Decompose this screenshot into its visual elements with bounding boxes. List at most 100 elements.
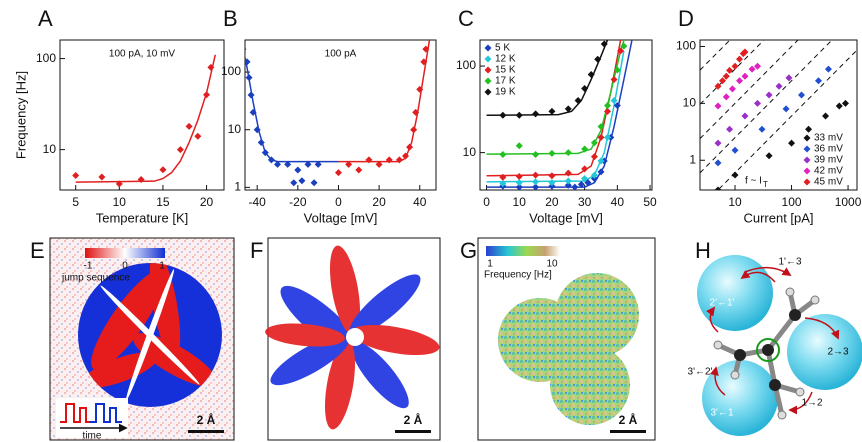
data-point — [775, 82, 783, 90]
data-point — [72, 171, 80, 179]
data-point — [420, 58, 428, 66]
y-axis-label: Frequency [Hz] — [13, 71, 28, 159]
data-point — [355, 166, 363, 174]
legend-marker — [484, 77, 492, 85]
data-point — [412, 108, 420, 116]
data-point — [714, 159, 722, 167]
data-point — [290, 179, 298, 187]
data-point — [731, 171, 739, 179]
data-point — [532, 171, 540, 179]
data-point — [765, 152, 773, 160]
plot-frame — [699, 39, 858, 191]
data-point — [304, 160, 312, 168]
data-point — [590, 171, 598, 179]
simulation — [265, 245, 440, 430]
x-tick-label: 50 — [643, 195, 657, 209]
data-point — [581, 175, 589, 183]
data-point — [597, 123, 605, 131]
x-tick-label: 10 — [728, 195, 742, 209]
y-tick-label: 10 — [683, 96, 697, 110]
data-point — [788, 139, 796, 147]
chart-panel: C 10 100 0 10 20 30 40 50 Voltage [mV] 5 K12 K15 K… — [456, 6, 657, 226]
y-tick-label: 100 — [676, 39, 696, 53]
data-point — [574, 97, 582, 105]
annotation: 100 pA — [325, 49, 357, 60]
x-tick-label: 40 — [413, 195, 427, 209]
data-point — [375, 160, 383, 168]
x-tick-label: 40 — [611, 195, 625, 209]
data-point — [245, 74, 253, 82]
x-tick-label: 100 — [782, 195, 802, 209]
data-point — [548, 172, 556, 180]
x-tick-label: 15 — [156, 195, 170, 209]
fit-line — [75, 54, 217, 183]
x-tick-label: 20 — [200, 195, 214, 209]
inset-trace — [90, 403, 122, 423]
data-point — [604, 102, 612, 110]
data-point — [736, 55, 744, 63]
data-point — [604, 107, 612, 115]
data-point — [564, 181, 572, 189]
sphere — [787, 314, 862, 390]
y-tick-label: 10 — [463, 145, 477, 159]
x-tick-label: 5 — [72, 195, 79, 209]
data-point — [532, 151, 540, 159]
data-point — [714, 139, 722, 147]
y-tick-label: 100 — [36, 51, 56, 65]
data-point — [731, 146, 739, 154]
chart-panel: B 1 10 100 -40 -20 0 20 40 Voltage [mV] 100 pA — [221, 6, 437, 225]
data-point — [815, 77, 823, 85]
data-point — [758, 125, 766, 133]
x-tick-label: 20 — [545, 195, 559, 209]
data-point — [499, 151, 507, 159]
data-point — [581, 165, 589, 173]
data-point — [395, 156, 403, 164]
legend-label: 39 mV — [814, 155, 843, 166]
transition-label: 3'←1 — [710, 408, 733, 419]
data-point — [597, 157, 605, 165]
data-point — [581, 145, 589, 153]
data-point — [782, 105, 790, 113]
colorbar-tick: 10 — [546, 259, 558, 270]
fit-line — [486, 40, 633, 188]
data-point — [610, 75, 618, 83]
data-point — [726, 125, 734, 133]
data-point — [532, 183, 540, 190]
scale-bar — [188, 430, 224, 433]
data-point — [736, 77, 744, 85]
data-point — [577, 180, 585, 188]
data-point — [597, 168, 605, 176]
y-tick-label: 10 — [228, 122, 242, 136]
data-point — [754, 99, 762, 107]
data-point — [741, 72, 749, 80]
scale-bar — [610, 430, 646, 433]
data-point — [590, 153, 598, 161]
x-tick-label: 0 — [483, 195, 490, 209]
data-point — [722, 72, 730, 80]
data-point — [515, 183, 523, 190]
data-point — [797, 91, 805, 99]
data-point — [597, 133, 605, 141]
data-point — [604, 133, 612, 141]
legend-label: 15 K — [495, 65, 516, 76]
y-tick-label: 100 — [221, 64, 241, 78]
transition-arrows — [706, 266, 840, 415]
data-point — [754, 62, 762, 70]
data-point — [741, 112, 749, 120]
x-axis-label: Voltage [mV] — [304, 210, 378, 225]
x-axis-label: Voltage [mV] — [529, 210, 603, 225]
x-tick-label: -20 — [289, 195, 307, 209]
inset-trace — [60, 403, 90, 423]
data-point — [334, 169, 342, 177]
plot-frame — [479, 39, 653, 191]
legend-label: 19 K — [495, 87, 516, 98]
guide-line — [700, 40, 799, 139]
data-point — [410, 126, 418, 134]
legend-label: 45 mV — [814, 177, 843, 188]
data-point — [298, 177, 306, 185]
frequency-map — [498, 273, 639, 425]
x-tick-label: 1000 — [835, 195, 862, 209]
data-point — [416, 85, 424, 93]
data-point — [406, 143, 414, 151]
legend-label: 17 K — [495, 76, 516, 87]
